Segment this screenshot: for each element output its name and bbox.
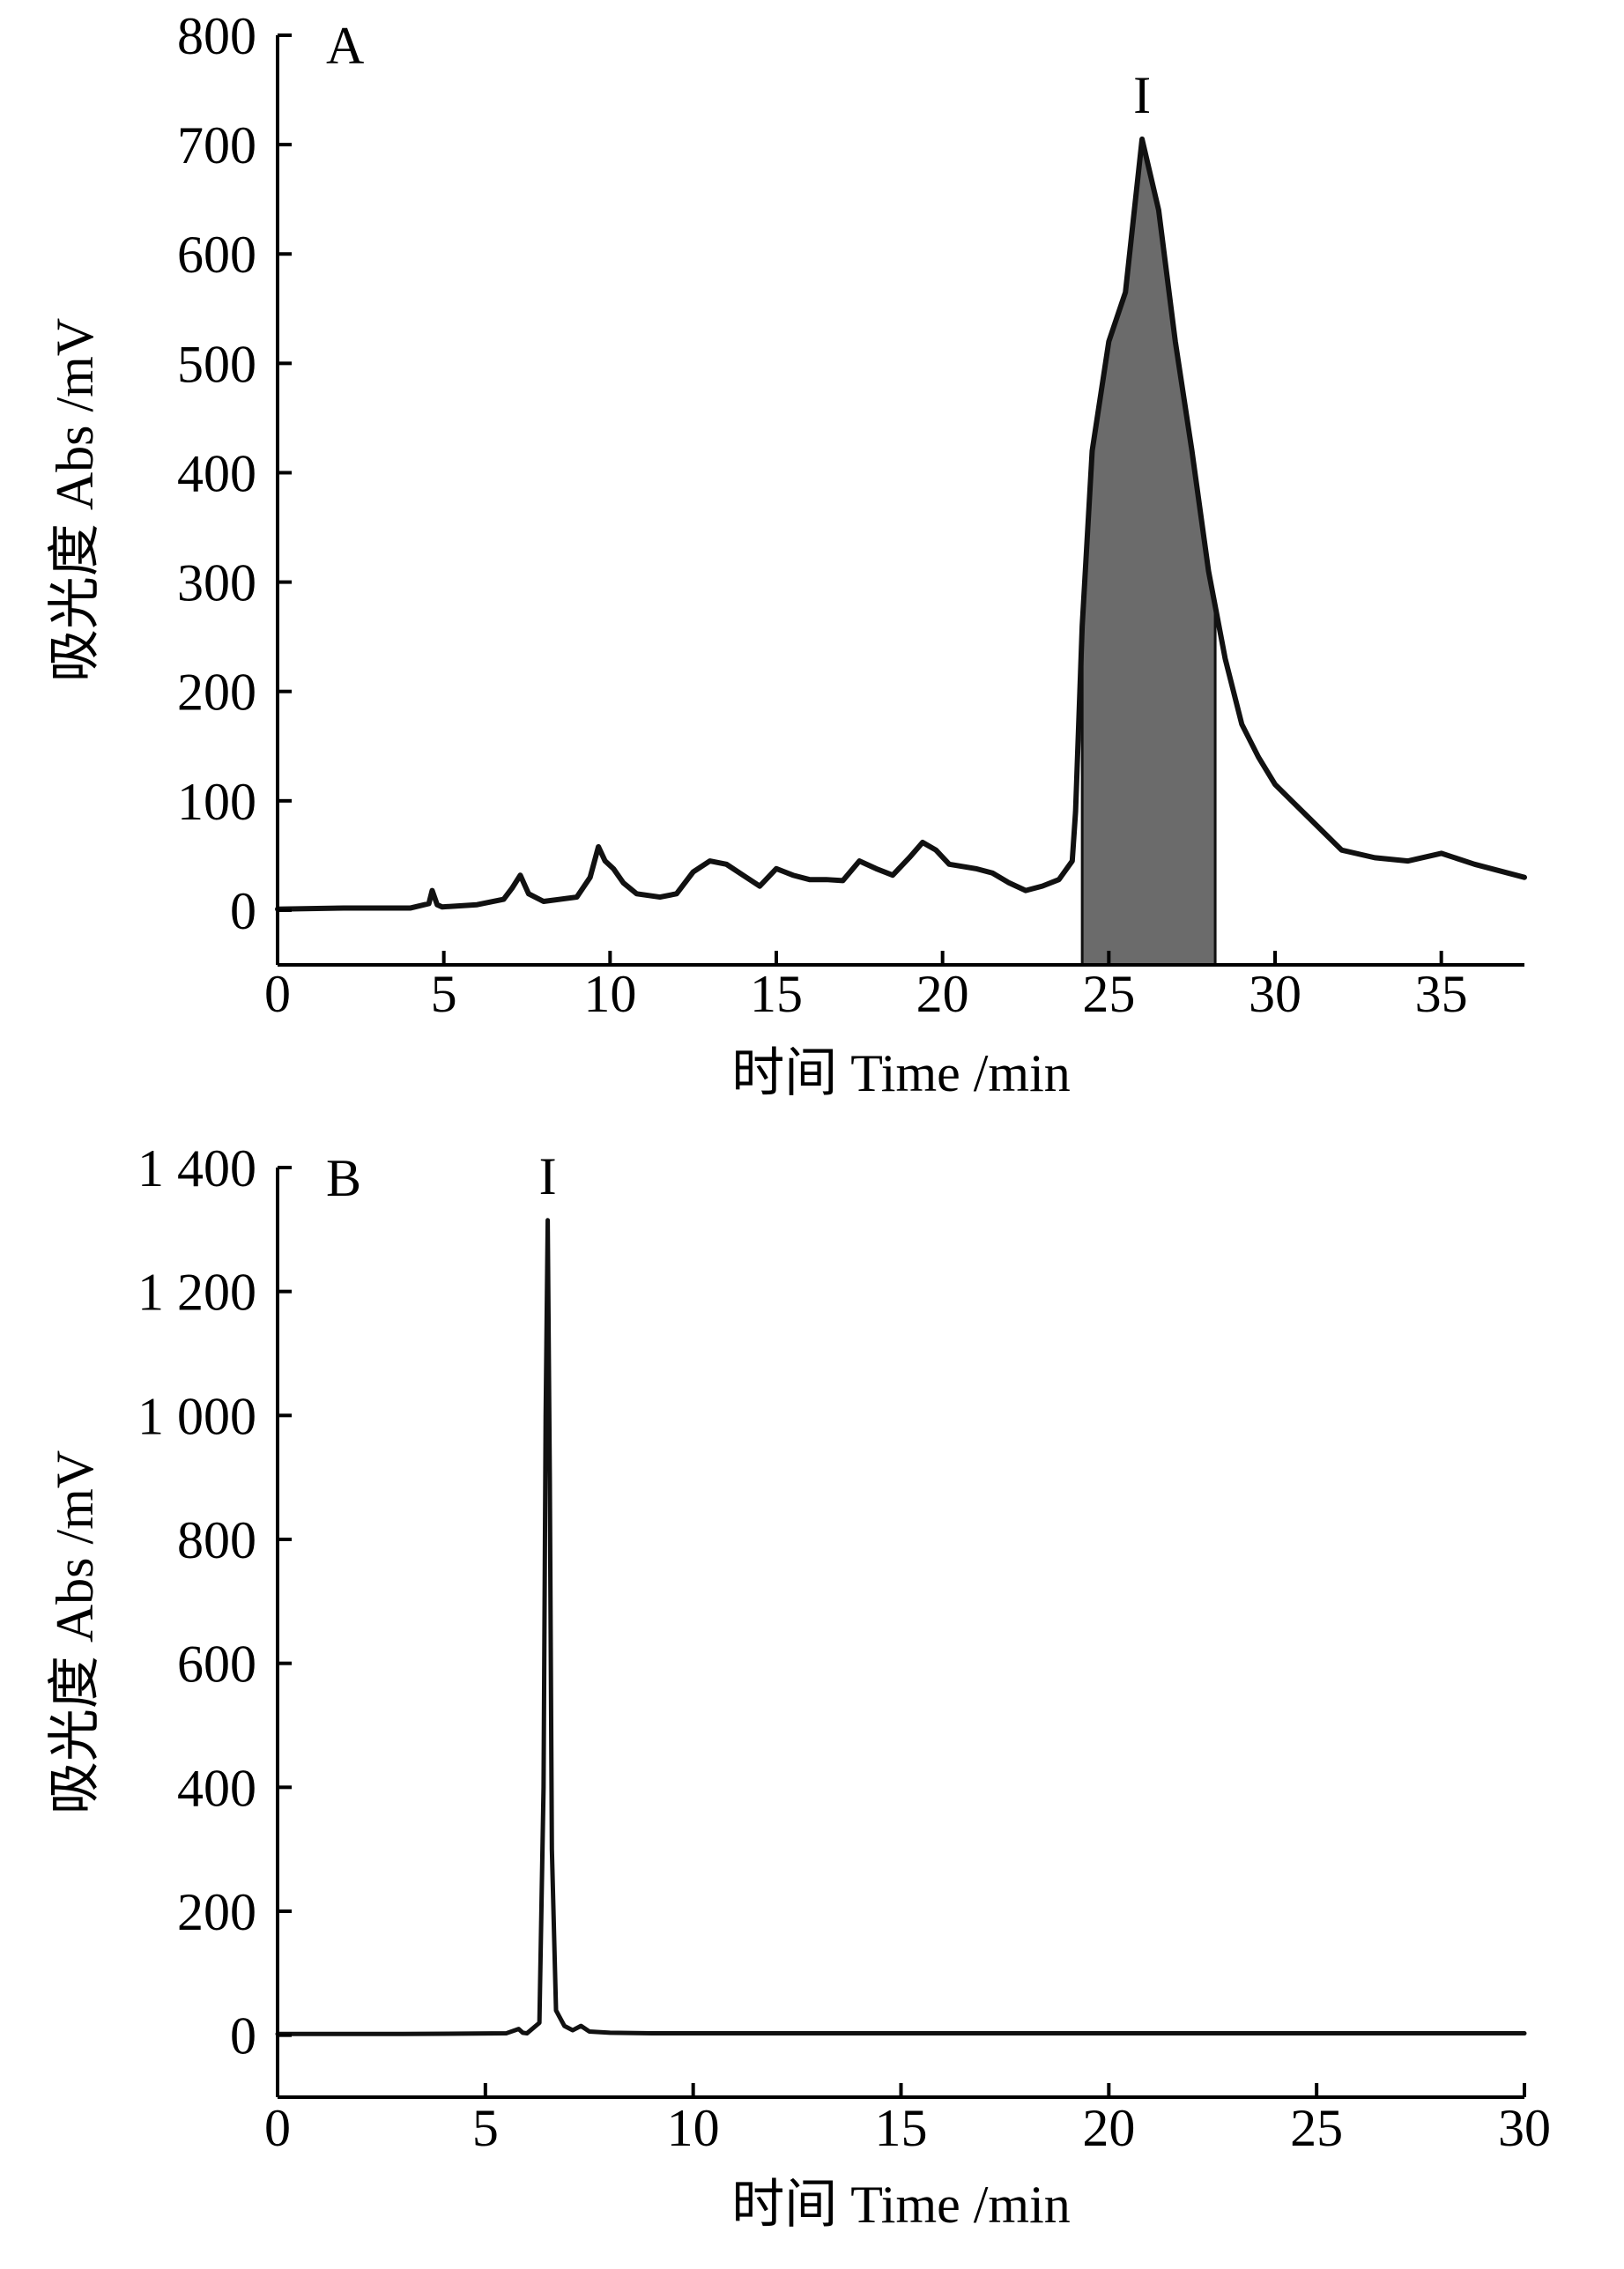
chart-b-x-tick-label: 30 (1498, 2099, 1551, 2157)
chart-a-x-tick-label: 30 (1249, 965, 1301, 1023)
chart-a-y-tick-label: 500 (177, 335, 256, 393)
chart-a-y-tick-label: 700 (177, 116, 256, 174)
chart-b-panel-label: B (326, 1149, 361, 1207)
chart-a-y-tick-label: 800 (177, 7, 256, 65)
chart-b-y-tick-label: 800 (177, 1511, 256, 1569)
chart-b-y-tick-label: 1 200 (137, 1264, 256, 1322)
chart-b-y-axis-title: 吸光度 Abs /mV (46, 1450, 104, 1814)
chart-b-peak-label: I (539, 1147, 557, 1205)
chart-b-x-tick-label: 20 (1082, 2099, 1135, 2157)
chart-a-y-tick-label: 200 (177, 664, 256, 722)
chart-a-y-tick-label: 0 (230, 882, 256, 940)
chart-a-y-tick-label: 400 (177, 444, 256, 502)
chart-b-series-line (275, 1218, 1527, 2036)
chart-b-x-tick-label: 25 (1290, 2099, 1343, 2157)
chart-a-x-tick-label: 5 (431, 965, 457, 1023)
chart-a-y-tick-label: 100 (177, 773, 256, 831)
chart-a-x-tick-label: 25 (1082, 965, 1135, 1023)
chart-a-y-axis-title: 吸光度 Abs /mV (46, 318, 104, 682)
chart-a-peak-label: I (1133, 66, 1151, 124)
chart-b-y-tick-label: 200 (177, 1883, 256, 1941)
chart-b-y-tick-label: 0 (230, 2007, 256, 2065)
chart-b-y-tick-label: 400 (177, 1759, 256, 1817)
chart-a-panel-label: A (326, 17, 364, 75)
chart-b-y-tick-label: 1 400 (137, 1139, 256, 1198)
chart-a-shaded-peak-region (1080, 138, 1217, 967)
chart-panel-a: 0 100 200 300 400 500 600 700 800 0 5 10 15 20 25 30 35 时… (46, 7, 1527, 1102)
chart-a-series-line (275, 136, 1527, 912)
chart-a-x-tick-label: 15 (750, 965, 803, 1023)
chart-a-y-tick-label: 300 (177, 554, 256, 612)
chart-b-x-tick-label: 15 (875, 2099, 928, 2157)
chart-b-x-axis-title: 时间 Time /min (731, 2176, 1071, 2234)
chart-b-y-tick-label: 1 000 (137, 1387, 256, 1445)
chart-a-x-axis-title: 时间 Time /min (731, 1044, 1071, 1102)
chart-a-y-tick-label: 600 (177, 226, 256, 284)
chart-a-x-tick-label: 10 (583, 965, 636, 1023)
chart-b-x-tick-label: 10 (667, 2099, 720, 2157)
chart-a-x-tick-label: 20 (916, 965, 969, 1023)
chart-panel-b: 0 200 400 600 800 1 000 1 200 1 400 0 5 10 15 20 25 30… (46, 1139, 1551, 2234)
chart-b-y-tick-label: 600 (177, 1635, 256, 1694)
chart-b-x-tick-label: 5 (472, 2099, 499, 2157)
chart-a-x-tick-label: 35 (1415, 965, 1468, 1023)
chart-a-x-tick-label: 0 (264, 965, 291, 1023)
chart-b-x-tick-label: 0 (264, 2099, 291, 2157)
